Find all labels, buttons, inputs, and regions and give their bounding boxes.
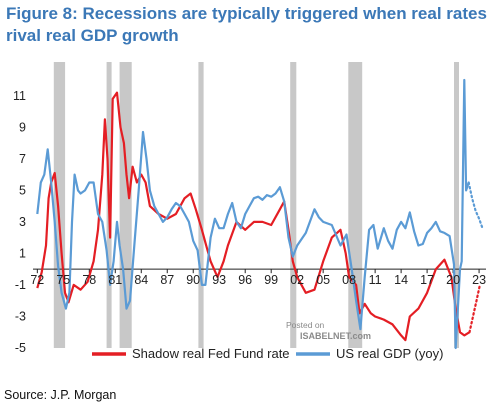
x-tick-label-10: 02 [290, 273, 304, 287]
x-tick-label-2: 78 [82, 273, 96, 287]
y-tick-label-0: 11 [13, 89, 26, 103]
watermark-line1: Posted on [286, 320, 325, 330]
recession-band-6 [454, 62, 459, 348]
recession-bands [53, 62, 459, 348]
x-tick-label-1: 75 [56, 273, 70, 287]
series-line-3 [467, 181, 484, 230]
series-line-2 [36, 78, 470, 350]
x-tick-label-5: 87 [160, 273, 174, 287]
x-axis-ticks: 72 75 78 81 84 87 90 93 96 99 02 05 08 11 14 17 20 23 [30, 273, 486, 287]
x-tick-label-8: 96 [238, 273, 252, 287]
series-line-0 [36, 91, 471, 342]
x-tick-label-14: 14 [394, 273, 408, 287]
recession-band-5 [348, 62, 363, 348]
zero-axis [33, 268, 486, 274]
x-tick-label-12: 08 [342, 273, 356, 287]
x-tick-label-4: 84 [134, 273, 148, 287]
x-tick-label-13: 11 [369, 273, 382, 287]
y-tick-label-7: -3 [15, 310, 26, 324]
x-tick-label-11: 05 [316, 273, 330, 287]
series-line-1 [468, 283, 481, 334]
legend-label-fed: Shadow real Fed Fund rate [132, 346, 290, 361]
recession-band-0 [53, 62, 66, 348]
recession-band-3 [198, 62, 204, 348]
x-tick-label-6: 90 [186, 273, 200, 287]
x-tick-label-9: 99 [264, 273, 278, 287]
series-lines [36, 78, 484, 350]
x-tick-label-17: 23 [472, 273, 486, 287]
legend: Shadow real Fed Fund rate US real GDP (y… [92, 346, 443, 361]
x-tick-label-15: 17 [420, 273, 434, 287]
y-tick-label-8: -5 [15, 341, 26, 355]
y-tick-label-3: 5 [19, 183, 26, 197]
y-tick-label-4: 3 [19, 215, 26, 229]
chart-title: Figure 8: Recessions are typically trigg… [6, 4, 487, 45]
x-tick-label-3: 81 [108, 273, 122, 287]
watermark: Posted on ISABELNET.com [286, 320, 371, 341]
legend-label-gdp: US real GDP (yoy) [336, 346, 443, 361]
y-axis-ticks: 11 9 7 5 3 1 -1 -3 -5 [13, 89, 26, 355]
y-tick-label-1: 9 [19, 120, 26, 134]
y-tick-label-2: 7 [19, 152, 26, 166]
watermark-line2: ISABELNET.com [300, 331, 371, 341]
recession-band-4 [290, 62, 297, 348]
x-tick-label-7: 93 [212, 273, 226, 287]
y-tick-label-5: 1 [19, 246, 26, 260]
y-tick-label-6: -1 [15, 278, 26, 292]
x-tick-label-16: 20 [446, 273, 460, 287]
x-tick-label-0: 72 [30, 273, 44, 287]
source-note: Source: J.P. Morgan [4, 388, 117, 402]
